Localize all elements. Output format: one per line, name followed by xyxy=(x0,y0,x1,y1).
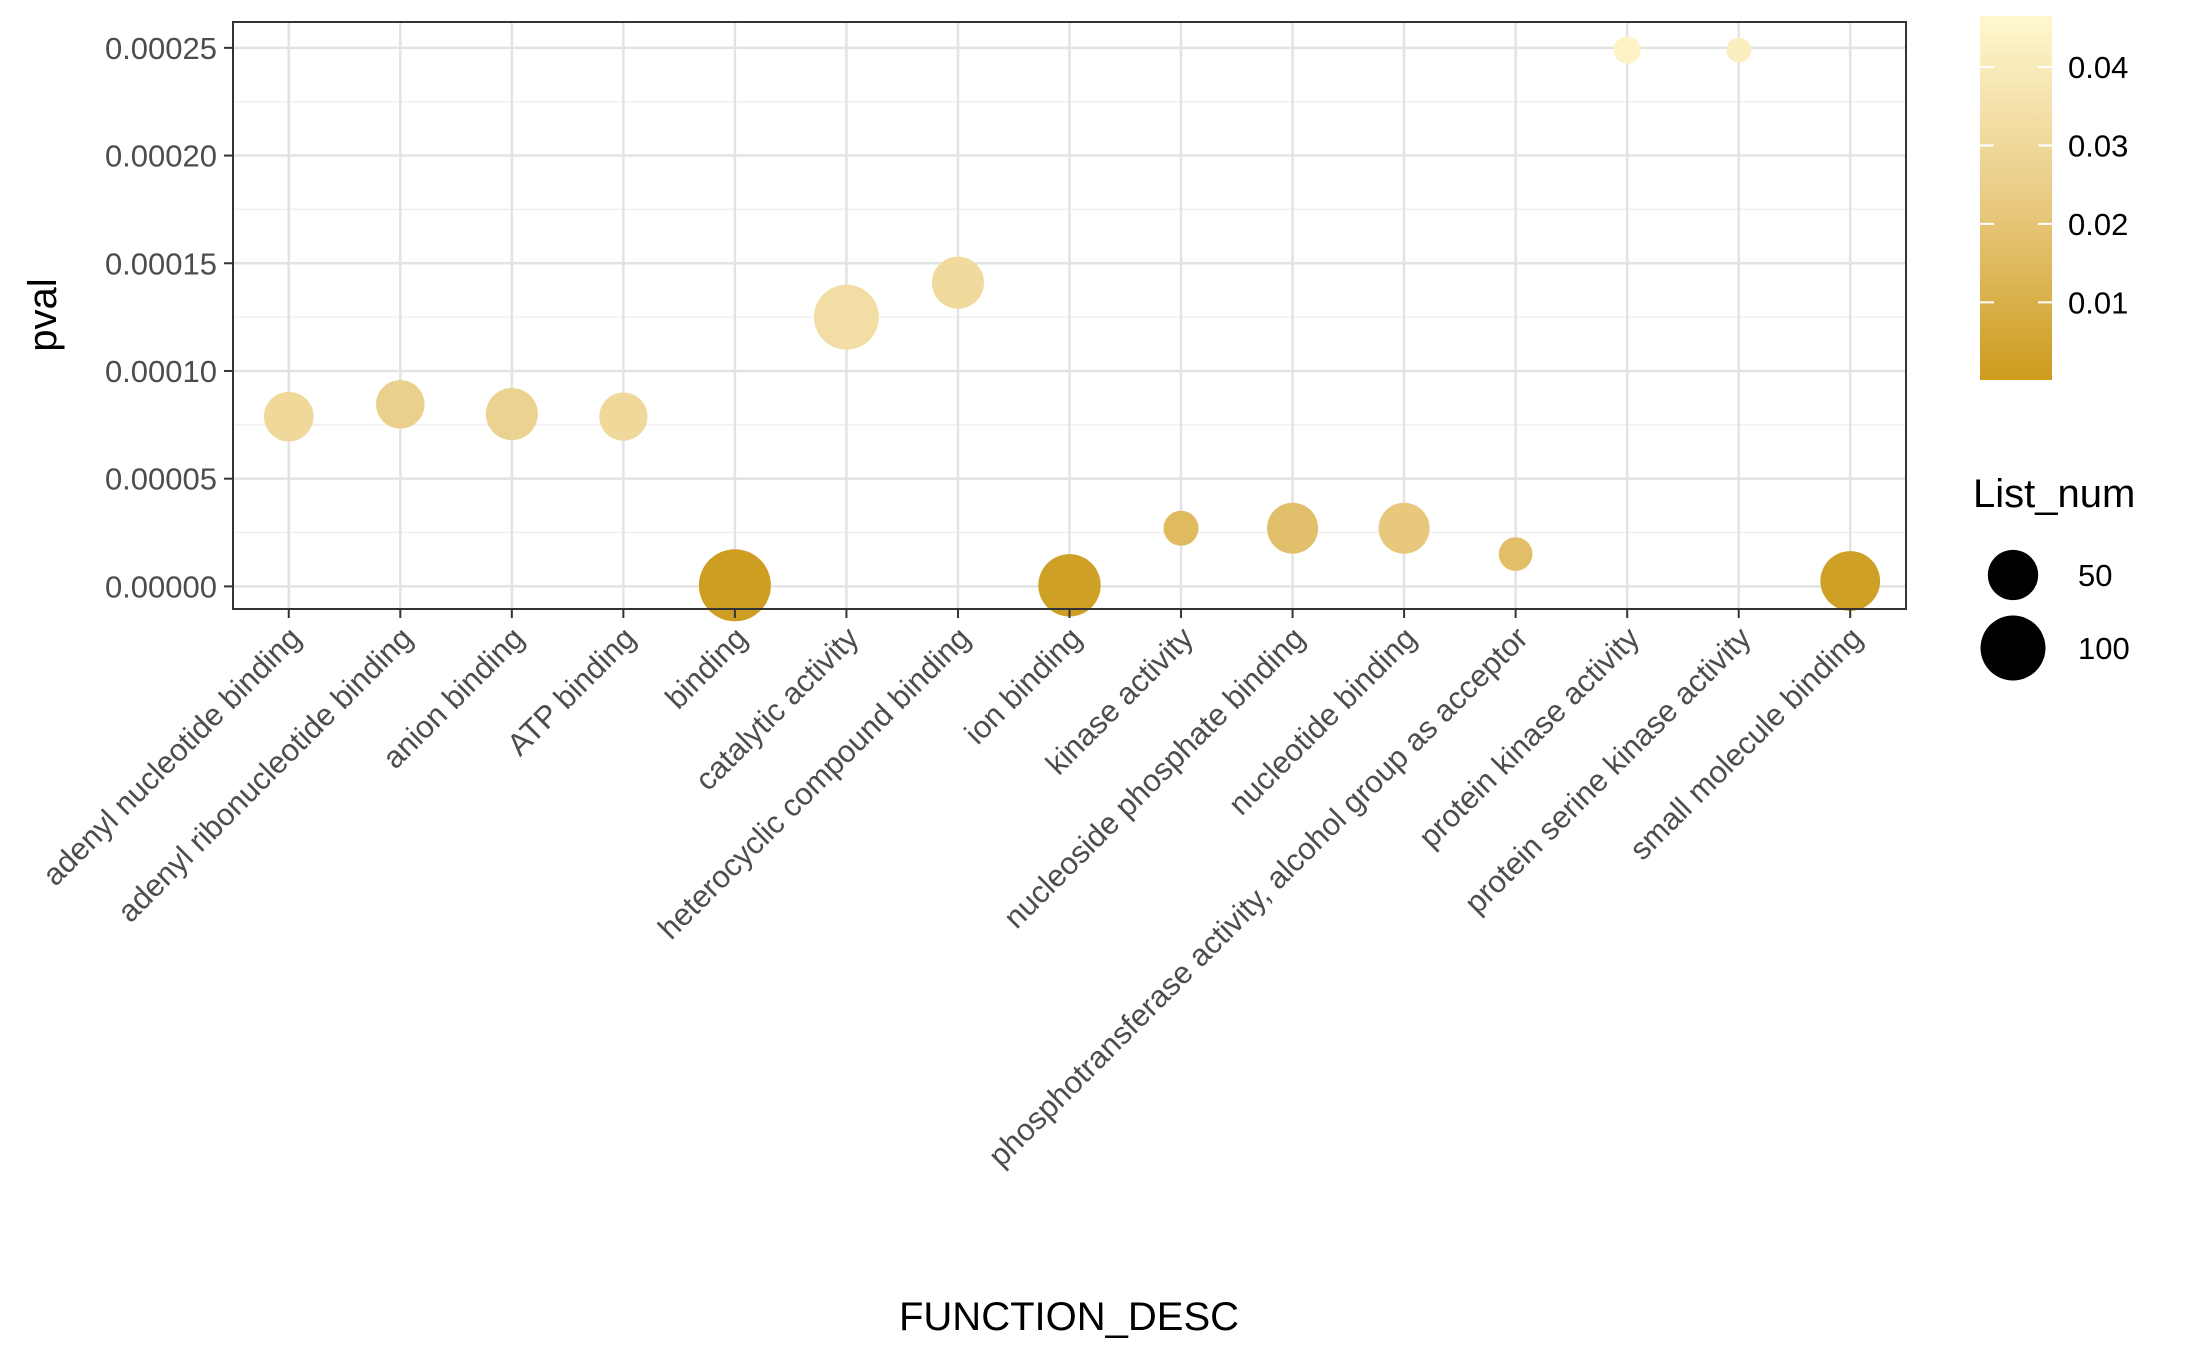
data-point xyxy=(931,256,985,309)
data-point xyxy=(1498,537,1533,571)
colorbar-tick-label: 0.03 xyxy=(2068,128,2128,163)
size-legend: List_num 50 100 xyxy=(1973,472,2135,681)
x-tick-label: protein kinase activity xyxy=(1412,620,1647,855)
size-legend-symbol xyxy=(1987,549,2039,601)
data-point xyxy=(1726,37,1752,63)
data-point xyxy=(813,284,879,350)
colorbar-tick-label: 0.02 xyxy=(2068,207,2128,242)
size-legend-label: 50 xyxy=(2078,558,2112,593)
y-tick-label: 0.00020 xyxy=(105,139,217,174)
data-point xyxy=(698,549,771,622)
data-points xyxy=(263,36,1881,622)
x-tick-label: small molecule binding xyxy=(1623,620,1870,867)
colorbar-tick-label: 0.01 xyxy=(2068,285,2128,320)
size-legend-symbol xyxy=(1980,615,2046,681)
color-legend: 0.01 0.02 0.03 0.04 xyxy=(1980,16,2128,380)
data-point xyxy=(376,380,425,429)
size-legend-label: 100 xyxy=(2078,631,2130,666)
y-tick-label: 0.00025 xyxy=(105,31,217,66)
data-point xyxy=(1038,554,1101,617)
colorbar-tick-label: 0.04 xyxy=(2068,50,2128,85)
data-point xyxy=(485,388,538,441)
data-point xyxy=(1613,36,1641,64)
data-point xyxy=(263,391,314,442)
y-tick-label: 0.00010 xyxy=(105,354,217,389)
data-point xyxy=(1163,510,1199,546)
x-tick-label: binding xyxy=(658,620,753,715)
y-tick-label: 0.00000 xyxy=(105,569,217,604)
x-tick-label: phosphotransferase activity, alcohol gro… xyxy=(981,620,1534,1173)
colorbar xyxy=(1980,16,2052,380)
size-legend-title: List_num xyxy=(1973,472,2135,516)
y-axis-title: pval xyxy=(21,278,65,351)
y-axis: 0.00000 0.00005 0.00010 0.00015 0.00020 0.000… xyxy=(105,31,233,604)
data-point xyxy=(599,392,648,441)
data-point xyxy=(1267,502,1319,554)
y-tick-label: 0.00015 xyxy=(105,246,217,281)
data-point xyxy=(1820,551,1881,611)
y-tick-label: 0.00005 xyxy=(105,462,217,497)
x-tick-label: nucleotide binding xyxy=(1222,620,1423,821)
data-point xyxy=(1378,502,1430,554)
x-axis-title: FUNCTION_DESC xyxy=(899,1295,1239,1339)
